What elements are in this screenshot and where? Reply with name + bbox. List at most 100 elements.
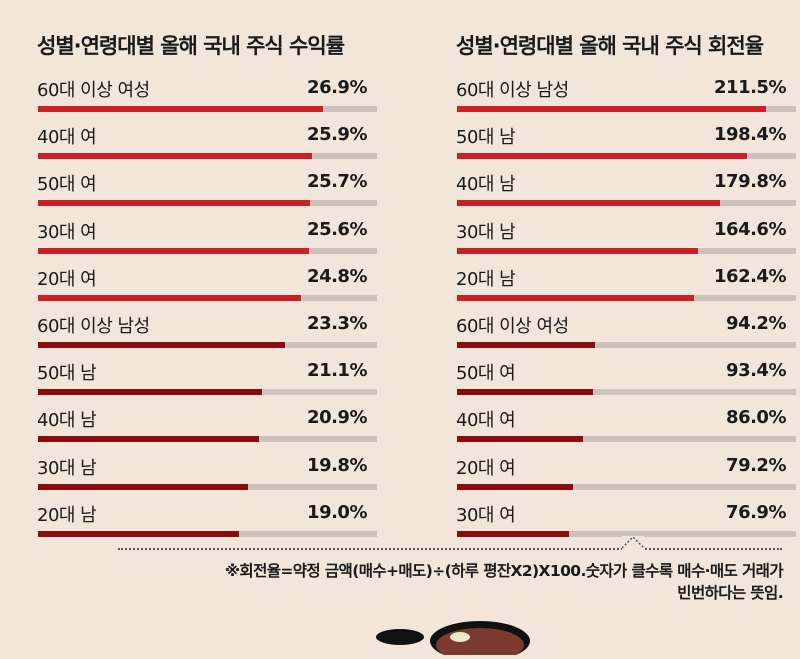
bar-list: 60대 이상 남성 211.5% 50대 남 198.4% 40대 남 179.8% 30대…	[456, 72, 796, 544]
bar-track	[38, 341, 377, 348]
bar-label: 50대 여	[456, 363, 516, 385]
bar-value: 86.0%	[726, 407, 786, 429]
bar-value: 94.2%	[726, 312, 786, 334]
bar-track	[38, 247, 377, 254]
bar-track	[38, 153, 377, 160]
bar-track	[38, 436, 377, 443]
bar-row: 30대 남 164.6%	[456, 214, 796, 261]
footnote-line-2: 빈번하다는 뜻임.	[677, 584, 783, 602]
bar-row: 40대 남 20.9%	[37, 402, 377, 449]
bar-fill	[457, 389, 594, 396]
bar-fill	[38, 389, 262, 396]
bar-fill	[38, 341, 285, 348]
bar-fill	[457, 341, 595, 348]
bar-fill	[38, 247, 310, 254]
bar-row: 20대 남 19.0%	[37, 497, 377, 544]
bar-value: 25.7%	[307, 171, 367, 193]
bar-fill	[457, 530, 570, 537]
bar-fill	[457, 106, 767, 112]
bar-value: 26.9%	[307, 77, 367, 98]
bar-value: 21.1%	[307, 360, 367, 382]
bar-track	[38, 530, 377, 537]
bar-track	[38, 106, 377, 112]
chart-title: 성별·연령대별 올해 국내 주식 수익률	[37, 34, 345, 58]
bar-value: 24.8%	[307, 265, 367, 287]
bar-value: 164.6%	[714, 218, 786, 240]
bar-label: 40대 남	[37, 410, 97, 432]
pointer-notch-icon	[622, 536, 644, 550]
bar-row: 40대 남 179.8%	[456, 166, 796, 213]
bar-track	[457, 341, 796, 348]
bar-track	[38, 389, 377, 396]
bar-row: 50대 여 25.7%	[37, 166, 377, 213]
bar-row: 60대 이상 여성 94.2%	[456, 308, 796, 355]
bar-row: 50대 남 21.1%	[37, 355, 377, 402]
bar-list: 60대 이상 여성 26.9% 40대 여 25.9% 50대 여 25.7% 30대 여 2…	[37, 72, 377, 544]
bar-row: 30대 남 19.8%	[37, 450, 377, 497]
bar-fill	[38, 294, 301, 301]
bar-fill	[457, 153, 747, 160]
bar-row: 20대 여 79.2%	[456, 450, 796, 497]
bar-label: 20대 여	[37, 268, 97, 290]
bar-track	[457, 247, 796, 254]
bar-fill	[457, 247, 698, 254]
chart-title: 성별·연령대별 올해 국내 주식 회전율	[456, 34, 764, 58]
bar-label: 20대 남	[456, 268, 516, 290]
bar-label: 30대 여	[456, 504, 516, 526]
bar-fill	[38, 153, 313, 160]
bar-fill	[38, 106, 323, 112]
bar-value: 19.0%	[307, 501, 367, 523]
bar-row: 30대 여 76.9%	[456, 497, 796, 544]
bar-fill	[38, 436, 260, 443]
bar-track	[457, 530, 796, 537]
bar-track	[457, 483, 796, 490]
bar-track	[38, 483, 377, 490]
bar-row: 40대 여 25.9%	[37, 119, 377, 166]
bar-track	[457, 389, 796, 396]
bar-row: 20대 여 24.8%	[37, 261, 377, 308]
bar-label: 40대 여	[456, 410, 516, 432]
bar-row: 50대 여 93.4%	[456, 355, 796, 402]
bar-track	[457, 436, 796, 443]
bar-track	[457, 153, 796, 160]
bar-label: 50대 여	[37, 174, 97, 196]
bar-row: 50대 남 198.4%	[456, 119, 796, 166]
bar-value: 25.6%	[307, 218, 367, 240]
bar-row: 60대 이상 남성 23.3%	[37, 308, 377, 355]
illustration-partial	[360, 615, 530, 659]
bar-label: 60대 이상 여성	[456, 315, 569, 337]
bar-track	[457, 106, 796, 112]
bar-label: 30대 여	[37, 221, 97, 243]
bar-track	[38, 294, 377, 301]
bar-track	[457, 294, 796, 301]
bar-label: 30대 남	[456, 221, 516, 243]
footnote-line-1: ※회전율=약정 금액(매수+매도)÷(하루 평잔X2)X100.숫자가 클수록 …	[224, 562, 784, 580]
bar-label: 40대 남	[456, 174, 516, 196]
dotted-divider	[118, 548, 782, 550]
bar-label: 40대 여	[37, 127, 97, 149]
bar-row: 30대 여 25.6%	[37, 214, 377, 261]
bar-label: 50대 남	[456, 127, 516, 149]
bar-fill	[38, 483, 248, 490]
bar-row: 40대 여 86.0%	[456, 402, 796, 449]
bar-value: 211.5%	[714, 77, 786, 98]
bar-fill	[457, 436, 583, 443]
bar-fill	[457, 294, 695, 301]
bar-label: 60대 이상 남성	[456, 80, 569, 101]
bar-value: 93.4%	[726, 360, 786, 382]
bar-value: 25.9%	[307, 124, 367, 146]
bar-row: 60대 이상 여성 26.9%	[37, 72, 377, 119]
bar-value: 179.8%	[714, 171, 786, 193]
bar-label: 30대 남	[37, 457, 97, 479]
bar-value: 23.3%	[307, 312, 367, 334]
footnote: ※회전율=약정 금액(매수+매도)÷(하루 평잔X2)X100.숫자가 클수록 …	[83, 560, 784, 604]
bar-label: 50대 남	[37, 363, 97, 385]
bar-fill	[38, 200, 311, 207]
bar-label: 20대 남	[37, 504, 97, 526]
bar-track	[457, 200, 796, 207]
bar-value: 198.4%	[714, 124, 786, 146]
bar-row: 60대 이상 남성 211.5%	[456, 72, 796, 119]
bar-value: 79.2%	[726, 454, 786, 476]
bar-fill	[457, 200, 720, 207]
bar-value: 76.9%	[726, 501, 786, 523]
